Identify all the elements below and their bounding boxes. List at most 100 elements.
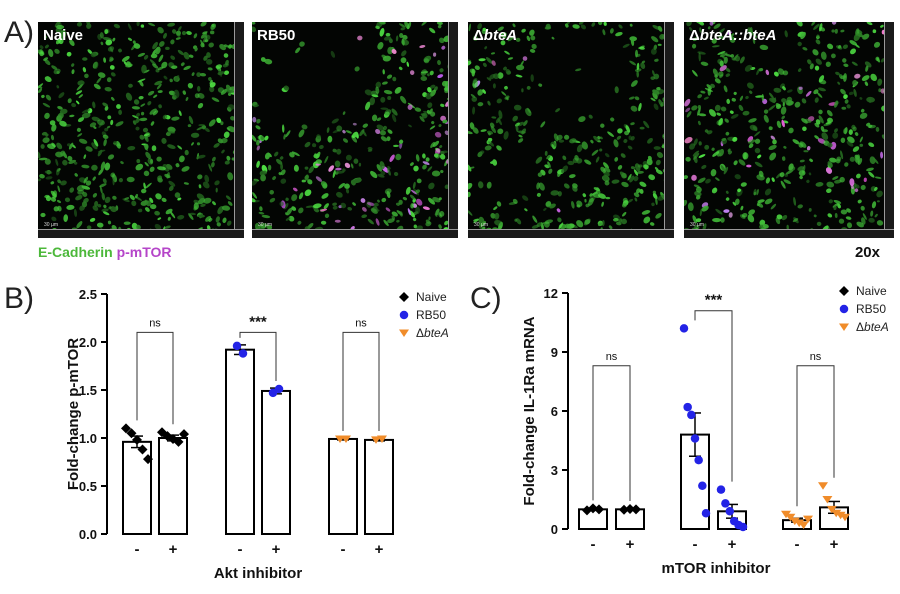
stain-ecadherin: E-Cadherin bbox=[38, 244, 113, 260]
ecadherin-cell bbox=[51, 216, 57, 222]
ecadherin-cell bbox=[217, 69, 223, 77]
chart-pmtor: 0.0 0.5 1.0 1.5 2.0 2.5 Fold-change p-mTOR - + - +… bbox=[65, 287, 449, 582]
ecadherin-cell bbox=[96, 222, 104, 228]
ecadherin-cell bbox=[731, 97, 736, 102]
ecadherin-cell bbox=[584, 198, 587, 203]
ecadherin-cell bbox=[58, 37, 64, 45]
ecadherin-cell bbox=[825, 61, 831, 67]
ecadherin-cell bbox=[77, 117, 85, 123]
ecadherin-cell bbox=[516, 64, 525, 71]
ecadherin-cell bbox=[106, 77, 112, 83]
ecadherin-cell bbox=[638, 102, 642, 112]
ecadherin-cell bbox=[689, 143, 696, 150]
ecadherin-cell bbox=[198, 123, 205, 127]
pmtor-cell bbox=[419, 44, 426, 49]
ecadherin-cell bbox=[699, 27, 702, 33]
data-point bbox=[168, 433, 178, 444]
ecadherin-cell bbox=[634, 197, 638, 202]
ecadherin-cell bbox=[193, 202, 199, 210]
data-point bbox=[274, 384, 284, 394]
ecadherin-cell bbox=[472, 127, 479, 134]
ecadherin-cell bbox=[627, 145, 633, 150]
ecadherin-cell bbox=[786, 224, 789, 230]
ecadherin-cell bbox=[214, 180, 220, 186]
ecadherin-cell bbox=[380, 171, 386, 176]
ecadherin-cell bbox=[375, 86, 380, 94]
ecadherin-cell bbox=[691, 43, 697, 49]
ecadherin-cell bbox=[826, 188, 832, 194]
ecadherin-cell bbox=[818, 115, 824, 124]
ecadherin-cell bbox=[497, 72, 504, 79]
ecadherin-cell bbox=[217, 138, 224, 144]
ecadherin-cell bbox=[733, 91, 737, 96]
ecadherin-cell bbox=[59, 108, 68, 115]
ecadherin-cell bbox=[327, 135, 333, 143]
ecadherin-cell bbox=[398, 66, 403, 71]
ecadherin-cell bbox=[507, 57, 514, 60]
ecadherin-cell bbox=[871, 201, 877, 209]
ecadherin-cell bbox=[42, 102, 51, 108]
ecadherin-cell bbox=[283, 133, 286, 140]
ecadherin-cell bbox=[267, 224, 273, 230]
ecadherin-cell bbox=[653, 146, 661, 150]
ecadherin-cell bbox=[723, 85, 728, 93]
ecadherin-cell bbox=[409, 210, 416, 218]
ecadherin-cell bbox=[281, 124, 285, 133]
y-tick-label: 2.0 bbox=[79, 335, 97, 350]
ecadherin-cell bbox=[97, 203, 102, 208]
ecadherin-cell bbox=[737, 188, 741, 193]
ecadherin-cell bbox=[841, 106, 847, 110]
ecadherin-cell bbox=[222, 63, 229, 68]
ecadherin-cell bbox=[223, 131, 230, 139]
pmtor-cell bbox=[854, 73, 861, 79]
micrograph-dbtea: ΔbteA 30 µm bbox=[468, 22, 674, 238]
stain-legend: E-Cadherin p-mTOR bbox=[38, 244, 172, 260]
ecadherin-cell bbox=[788, 127, 794, 134]
y-tick-label: 3 bbox=[551, 463, 558, 478]
ecadherin-cell bbox=[136, 159, 141, 164]
legend-marker bbox=[399, 310, 409, 320]
ecadherin-cell bbox=[386, 74, 393, 79]
data-point bbox=[840, 513, 850, 522]
ecadherin-cell bbox=[223, 70, 230, 75]
ecadherin-cell bbox=[362, 123, 369, 128]
ecadherin-cell bbox=[107, 46, 115, 52]
ecadherin-cell bbox=[818, 87, 826, 92]
ecadherin-cell bbox=[188, 54, 194, 58]
ecadherin-cell bbox=[742, 110, 750, 116]
ecadherin-cell bbox=[487, 132, 491, 136]
ecadherin-cell bbox=[375, 25, 380, 30]
ecadherin-cell bbox=[379, 161, 385, 170]
ecadherin-cell bbox=[44, 158, 51, 165]
ecadherin-cell bbox=[384, 109, 392, 116]
ecadherin-cell bbox=[71, 63, 75, 67]
ecadherin-cell bbox=[340, 202, 347, 209]
ecadherin-cell bbox=[686, 111, 692, 118]
ecadherin-cell bbox=[531, 43, 537, 49]
ecadherin-cell bbox=[515, 123, 519, 133]
ecadherin-cell bbox=[504, 50, 510, 55]
ecadherin-cell bbox=[827, 117, 833, 123]
ecadherin-cell bbox=[57, 205, 62, 212]
ecadherin-cell bbox=[429, 125, 436, 130]
ecadherin-cell bbox=[715, 208, 723, 215]
ecadherin-cell bbox=[842, 58, 847, 63]
ecadherin-cell bbox=[93, 83, 101, 90]
ecadherin-cell bbox=[500, 40, 506, 46]
ecadherin-cell bbox=[433, 153, 439, 158]
ecadherin-cell bbox=[370, 170, 378, 179]
y-axis-label: Fold-change p-mTOR bbox=[65, 338, 82, 490]
ecadherin-cell bbox=[425, 93, 432, 100]
ecadherin-cell bbox=[599, 136, 603, 140]
ecadherin-cell bbox=[880, 58, 885, 63]
y-tick-label: 12 bbox=[544, 286, 558, 301]
ecadherin-cell bbox=[181, 30, 187, 36]
ecadherin-cell bbox=[177, 215, 185, 220]
ecadherin-cell bbox=[439, 153, 446, 160]
ecadherin-cell bbox=[230, 116, 236, 121]
pmtor-cell bbox=[854, 188, 859, 192]
ecadherin-cell bbox=[496, 201, 502, 207]
ecadherin-cell bbox=[482, 89, 486, 94]
micrograph-rb50: RB50 30 µm bbox=[252, 22, 458, 238]
ecadherin-cell bbox=[332, 169, 336, 178]
